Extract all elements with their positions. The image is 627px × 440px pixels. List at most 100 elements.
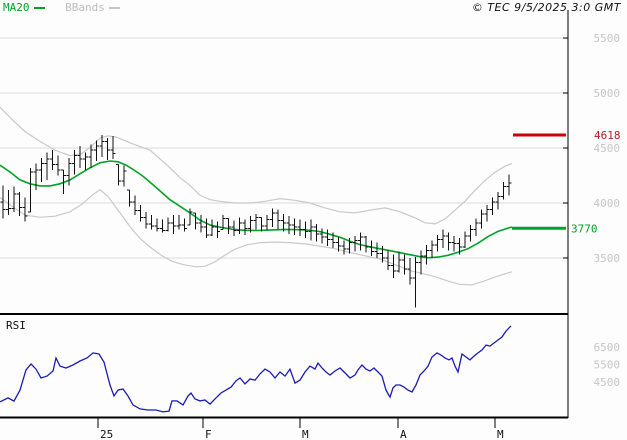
legend: MA20 BBands [3,1,120,14]
ohlc-bar [110,135,116,159]
x-axis-label: 25 [100,428,113,440]
ma20-line [0,160,513,259]
ohlc-bar [231,220,237,236]
support-level-label: 3770 [571,222,598,235]
x-axis-label: A [400,428,407,440]
ohlc-bar [495,192,501,210]
bbands-line-swatch-icon [108,7,120,9]
ohlc-bar [55,155,61,176]
price-axis-label: 5000 [594,87,621,100]
ohlc-bar [204,218,209,239]
ohlc-bar [259,216,264,232]
ohlc-bar [440,229,446,249]
ohlc-bar [490,197,495,216]
ohlc-bar [308,219,314,241]
ohlc-bar [292,218,297,235]
ohlc-bar [50,150,55,170]
ohlc-bar [83,152,88,170]
ohlc-bar [286,216,292,234]
ohlc-bar [501,182,506,200]
ohlc-bar [468,225,473,242]
ohlc-bar [215,221,220,239]
ohlc-bar [297,219,303,236]
ohlc-bar [242,219,248,235]
ohlc-bar [105,138,110,161]
ohlc-bar [28,167,33,213]
bollinger-upper-line [0,106,513,225]
rsi-axis-label: 5500 [594,359,621,372]
ohlc-bar [325,229,330,246]
ohlc-bar [132,195,138,216]
ohlc-bar [363,236,369,253]
ohlc-bar [22,197,28,222]
ohlc-bar [424,244,429,265]
ohlc-bar [149,215,154,230]
ohlc-bar [88,144,94,168]
bollinger-lower-line [0,189,513,286]
ohlc-bar [391,254,396,278]
price-axis-label: 4000 [594,197,621,210]
ohlc-bar [193,212,198,230]
ohlc-bar [127,189,132,207]
ohlc-bar [352,236,358,252]
ohlc-bar [17,192,22,217]
ma20-line-swatch-icon [33,7,45,9]
ohlc-bar [462,231,468,249]
ohlc-bar [176,215,182,230]
copyright-text: © TEC 9/5/2025 3:0 GMT [471,1,621,14]
x-axis-label: F [205,428,212,440]
x-axis-label: M [302,428,309,440]
ohlc-bar [369,240,374,256]
ohlc-bar [303,221,308,239]
legend-ma20-label[interactable]: MA20 [3,1,30,14]
ohlc-bar [319,228,325,244]
rsi-axis-label: 4500 [594,376,621,389]
ohlc-bar [165,217,171,232]
ohlc-bar [435,234,440,252]
legend-bbands-label[interactable]: BBands [65,1,105,14]
ohlc-bar [143,211,149,229]
ohlc-bar [506,174,512,196]
ohlc-bar [341,240,347,255]
ohlc-bar [451,236,457,252]
ohlc-bar [336,237,341,252]
ohlc-bar [237,217,242,234]
ohlc-bar [11,186,17,212]
ohlc-bar [226,217,231,234]
ohlc-bar [330,232,336,249]
ohlc-bar [198,215,204,233]
ohlc-bar [39,157,44,183]
ohlc-bar [0,185,6,219]
ohlc-bar [6,189,11,216]
ohlc-bar [77,145,83,168]
ohlc-bar [160,219,165,233]
ohlc-bar [413,256,418,308]
ohlc-bar [66,157,72,186]
ohlc-bar [358,232,363,251]
ohlc-bar [374,242,380,258]
ohlc-bar [446,232,451,251]
ohlc-bar [220,215,226,230]
ohlc-bar [484,205,490,222]
ohlc-bar [138,205,143,222]
rsi-panel-label: RSI [6,319,26,332]
ohlc-bar [396,251,402,273]
ohlc-bar [61,169,66,195]
ohlc-bar [380,245,385,263]
ohlc-bar [385,250,391,271]
ohlc-bar [121,165,127,187]
ohlc-bar [314,223,319,242]
price-axis-label: 5500 [594,32,621,45]
ohlc-bar [116,164,121,186]
ohlc-bar [171,215,176,234]
ohlc-bar [281,214,286,232]
ohlc-bar [44,152,50,180]
ohlc-bar [94,140,99,162]
ohlc-bar [99,135,105,157]
x-axis-label: M [497,428,504,440]
ohlc-bar [187,208,193,226]
rsi-axis-label: 6500 [594,341,621,354]
ohlc-bar [275,209,281,230]
